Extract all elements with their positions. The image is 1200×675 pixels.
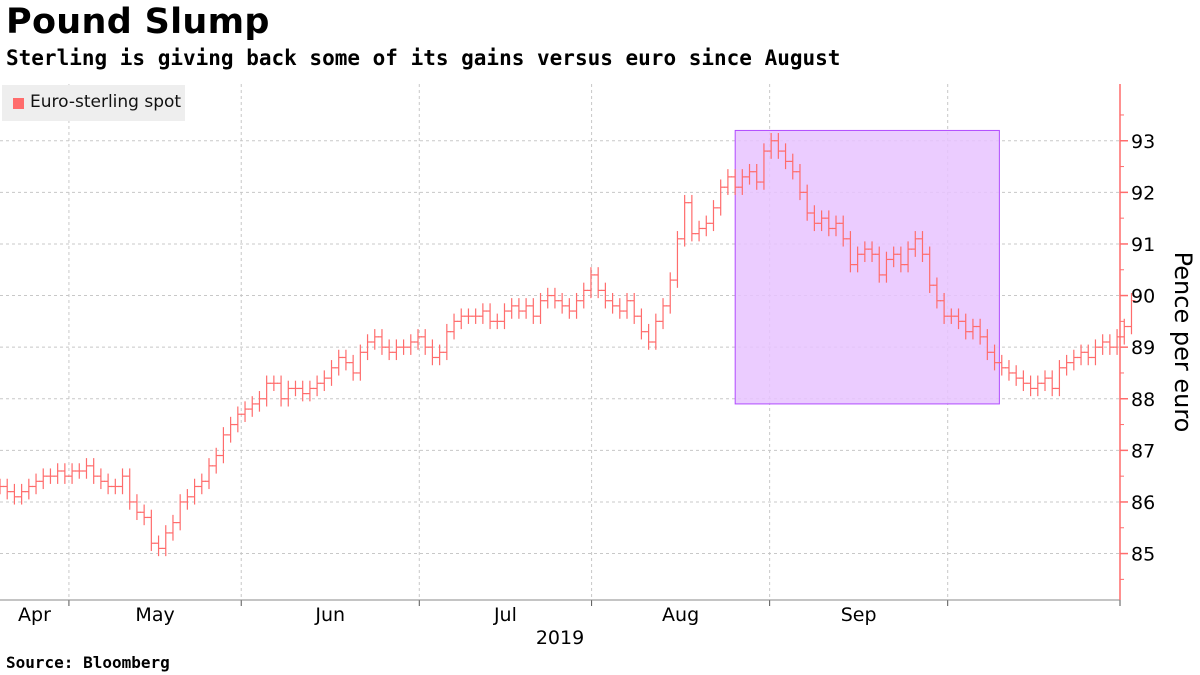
chart-title: Pound Slump [6, 2, 270, 42]
legend: Euro-sterling spot [2, 85, 185, 121]
x-tick-label: Apr [18, 604, 51, 626]
y-tick-label: 89 [1131, 337, 1155, 359]
source-note: Source: Bloomberg [6, 653, 170, 672]
x-tick-label: Jun [314, 604, 345, 626]
y-tick-label: 88 [1131, 389, 1155, 411]
x-tick-label: Jul [493, 604, 517, 626]
y-tick-label: 91 [1131, 234, 1155, 256]
chart-subtitle: Sterling is giving back some of its gain… [6, 46, 841, 70]
y-tick-label: 92 [1131, 182, 1155, 204]
legend-label: Euro-sterling spot [30, 92, 182, 112]
y-tick-label: 85 [1131, 544, 1155, 566]
y-tick-label: 87 [1131, 440, 1155, 462]
legend-swatch [13, 98, 24, 109]
x-tick-label: Aug [662, 604, 699, 626]
y-axis-label: Pence per euro [1169, 251, 1197, 433]
highlight-box [734, 129, 1000, 405]
y-tick-label: 90 [1131, 286, 1155, 308]
x-tick-label: Sep [841, 604, 877, 626]
y-tick-label: 93 [1131, 131, 1155, 153]
x-year-label: 2019 [536, 627, 584, 649]
y-tick-label: 86 [1131, 492, 1155, 514]
x-tick-label: May [135, 604, 174, 626]
